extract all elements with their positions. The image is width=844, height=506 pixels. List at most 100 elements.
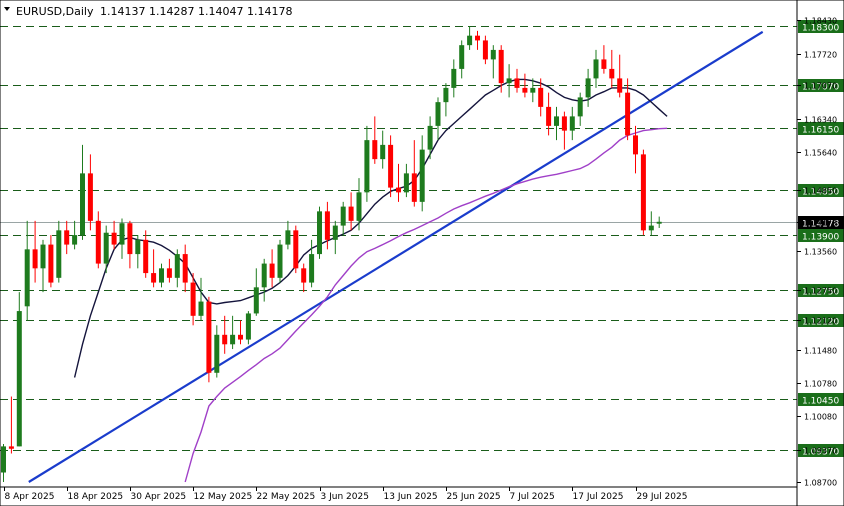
candle-body: [427, 125, 433, 150]
level-price-box: [798, 79, 844, 92]
candle-body: [56, 230, 62, 278]
time-tick-label: 25 Jun 2025: [447, 492, 501, 502]
fast-moving-average: [73, 78, 668, 378]
candle: [656, 216, 662, 228]
candle: [577, 92, 583, 126]
candle: [277, 239, 283, 283]
candle: [32, 220, 38, 283]
candle-body: [554, 116, 559, 126]
candle: [593, 49, 599, 88]
candle: [103, 225, 109, 274]
candle-body: [388, 144, 394, 188]
candle: [40, 239, 46, 293]
candle-body: [419, 149, 425, 202]
candle: [135, 235, 141, 269]
candle-body: [245, 313, 251, 340]
candle: [554, 106, 559, 141]
candle-body: [317, 211, 322, 255]
candle: [293, 225, 299, 274]
price-tick-label: 1.16340: [804, 116, 837, 125]
price-tick-label: 1.10780: [804, 380, 837, 389]
candle-body: [364, 140, 370, 193]
candle-body: [159, 268, 164, 283]
level-price-box: [798, 444, 844, 457]
candle-body: [490, 49, 496, 60]
dropdown-triangle-icon[interactable]: [4, 7, 10, 11]
candle-body: [111, 232, 117, 245]
candle: [475, 30, 480, 50]
candle: [443, 83, 449, 117]
level-price-box: [798, 229, 844, 242]
level-price-label: 1.12750: [802, 288, 839, 298]
candle-body: [206, 301, 212, 373]
candle: [427, 116, 433, 160]
candle-body: [506, 78, 512, 84]
candle: [269, 249, 275, 288]
candle: [514, 68, 520, 93]
current-price-box: [798, 216, 844, 229]
level-price-label: 1.14850: [802, 188, 839, 198]
candle-body: [64, 230, 70, 245]
price-tick-label: 1.14178: [804, 219, 837, 228]
candle: [403, 163, 409, 198]
candle: [119, 218, 125, 259]
candle: [8, 396, 14, 454]
candle-body: [411, 173, 417, 202]
price-tick-label: 1.10080: [804, 413, 837, 422]
candle: [317, 206, 322, 259]
candle: [166, 258, 172, 283]
candle-body: [467, 35, 473, 46]
candle-body: [451, 68, 457, 88]
candle: [490, 45, 496, 79]
candle: [95, 211, 101, 269]
candle-body: [640, 154, 646, 231]
candle: [648, 211, 654, 236]
candle: [261, 258, 267, 302]
candle: [16, 292, 22, 447]
candle-body: [24, 249, 30, 307]
candle-body: [656, 221, 662, 224]
trendline-layer: [28, 30, 764, 483]
time-tick-label: 22 May 2025: [257, 492, 316, 502]
candle-body: [514, 78, 520, 88]
chart-header: EURUSD,Daily 1.14137 1.14287 1.14047 1.1…: [4, 5, 292, 18]
candle-body: [459, 45, 465, 69]
candle-body: [577, 97, 583, 117]
candle: [451, 59, 457, 98]
time-tick-label: 18 Apr 2025: [68, 492, 124, 502]
candle-body: [127, 223, 133, 255]
candle-body: [403, 173, 409, 193]
candle: [48, 235, 54, 288]
candle: [459, 40, 465, 79]
candle: [561, 111, 567, 150]
candle-body: [238, 334, 243, 340]
time-tick-label: 12 May 2025: [194, 492, 253, 502]
level-price-box: [798, 184, 844, 197]
candle-body: [261, 263, 267, 288]
candle: [230, 315, 236, 350]
candle: [245, 311, 251, 345]
candle-body: [396, 187, 401, 193]
time-tick-label: 8 Apr 2025: [5, 492, 55, 502]
candle: [364, 125, 370, 202]
price-axis: 1.18300 1.17070 1.16150 1.14850 1.13900 1.127…: [796, 0, 844, 506]
candle: [435, 97, 441, 141]
candle-body: [617, 78, 623, 93]
candle-body: [380, 144, 386, 160]
candle-body: [348, 206, 354, 221]
candle: [111, 220, 117, 250]
candle: [198, 277, 204, 321]
candle-body: [625, 92, 631, 136]
candle: [151, 249, 157, 288]
candle: [601, 45, 607, 74]
candle-body: [443, 87, 449, 103]
candle: [356, 178, 362, 231]
candle-body: [530, 87, 536, 93]
price-tick-label: 1.13560: [804, 248, 837, 257]
candle-body: [475, 35, 480, 41]
candle: [238, 320, 243, 345]
candle-body: [48, 244, 54, 283]
candle-body: [222, 334, 228, 345]
